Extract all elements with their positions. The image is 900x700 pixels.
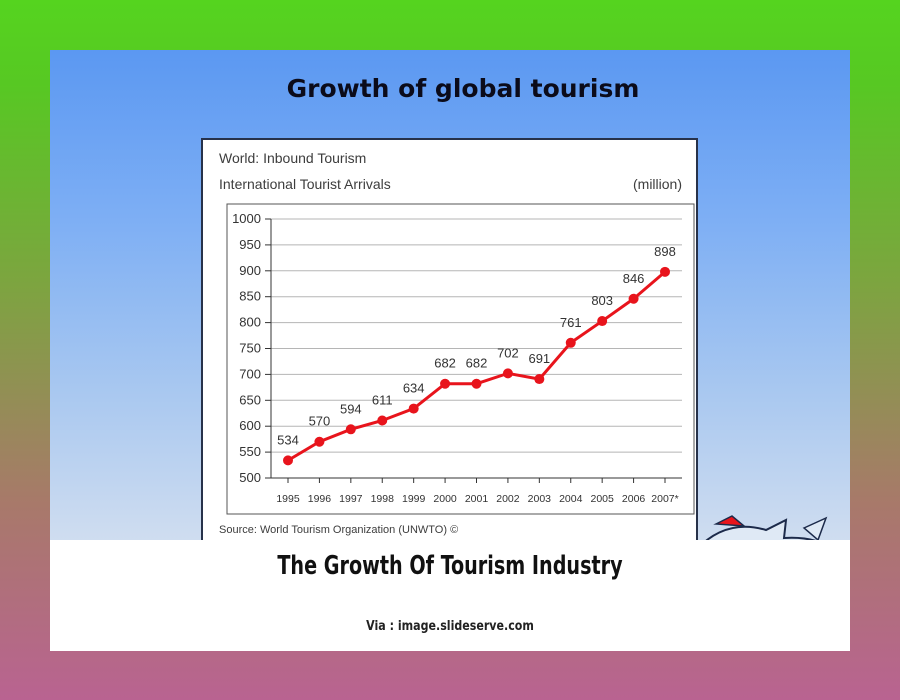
- data-label: 702: [497, 345, 519, 360]
- data-label: 634: [403, 381, 425, 396]
- y-tick-label: 1000: [232, 211, 261, 226]
- y-tick-label: 850: [239, 289, 261, 304]
- x-tick-label: 2005: [590, 493, 614, 505]
- y-tick-label: 500: [239, 470, 261, 485]
- data-point: [408, 403, 419, 414]
- data-point: [597, 316, 608, 327]
- data-point: [440, 378, 451, 389]
- plot-border: [226, 203, 695, 515]
- chart-title-line-1: World: Inbound Tourism: [219, 150, 367, 166]
- chart-frame: World: Inbound Tourism International Tou…: [201, 138, 698, 540]
- data-label: 682: [434, 356, 456, 371]
- y-tick-label: 650: [239, 392, 261, 407]
- y-tick-label: 800: [239, 315, 261, 330]
- y-tick-label: 600: [239, 418, 261, 433]
- x-tick-label: 1995: [276, 493, 300, 505]
- data-label: 611: [372, 393, 393, 408]
- x-tick-label: 2001: [465, 493, 489, 505]
- data-point: [534, 374, 545, 385]
- data-label: 570: [309, 414, 331, 429]
- data-label: 761: [560, 315, 582, 330]
- caption-title: The Growth Of Tourism Industry: [277, 551, 623, 581]
- slide: Growth of global tourism World: Inbound …: [50, 50, 850, 540]
- data-label: 691: [528, 351, 550, 366]
- data-point: [660, 266, 670, 277]
- x-tick-label: 1999: [402, 493, 426, 505]
- data-label: 898: [654, 244, 676, 259]
- chart-unit-label: (million): [633, 176, 682, 192]
- data-point: [314, 436, 325, 447]
- data-point: [628, 293, 639, 304]
- data-point: [377, 415, 388, 426]
- y-tick-label: 750: [239, 341, 261, 356]
- x-tick-label: 1998: [371, 493, 395, 505]
- data-point: [502, 368, 513, 379]
- x-tick-label: 2000: [433, 493, 457, 505]
- chart-source: Source: World Tourism Organization (UNWT…: [219, 524, 459, 536]
- y-tick-label: 900: [239, 263, 261, 278]
- x-tick-label: 2002: [496, 493, 520, 505]
- chart-title-line-2: International Tourist Arrivals: [219, 176, 391, 192]
- x-tick-label: 2007*: [651, 493, 678, 505]
- x-tick-label: 1997: [339, 493, 363, 505]
- data-point: [471, 378, 482, 389]
- y-tick-label: 700: [239, 366, 261, 381]
- slide-title: Growth of global tourism: [286, 74, 640, 103]
- data-label: 682: [466, 356, 488, 371]
- x-tick-label: 2004: [559, 493, 583, 505]
- data-label: 846: [623, 271, 645, 286]
- x-tick-label: 2003: [528, 493, 552, 505]
- data-point: [565, 337, 576, 348]
- data-label: 594: [340, 401, 362, 416]
- data-label: 803: [591, 293, 613, 308]
- data-label: 534: [277, 432, 299, 447]
- data-point: [345, 424, 356, 435]
- caption-panel: The Growth Of Tourism Industry Via : ima…: [50, 540, 850, 651]
- y-tick-label: 950: [239, 237, 261, 252]
- x-tick-label: 1996: [308, 493, 332, 505]
- y-tick-label: 550: [239, 444, 261, 459]
- data-point: [283, 455, 293, 466]
- x-tick-label: 2006: [622, 493, 646, 505]
- caption-via-link[interactable]: Via : image.slideserve.com: [366, 619, 534, 634]
- line-chart: 500 550 600 650 700 750 800 850 900 950 1000 1995 19…: [226, 203, 695, 515]
